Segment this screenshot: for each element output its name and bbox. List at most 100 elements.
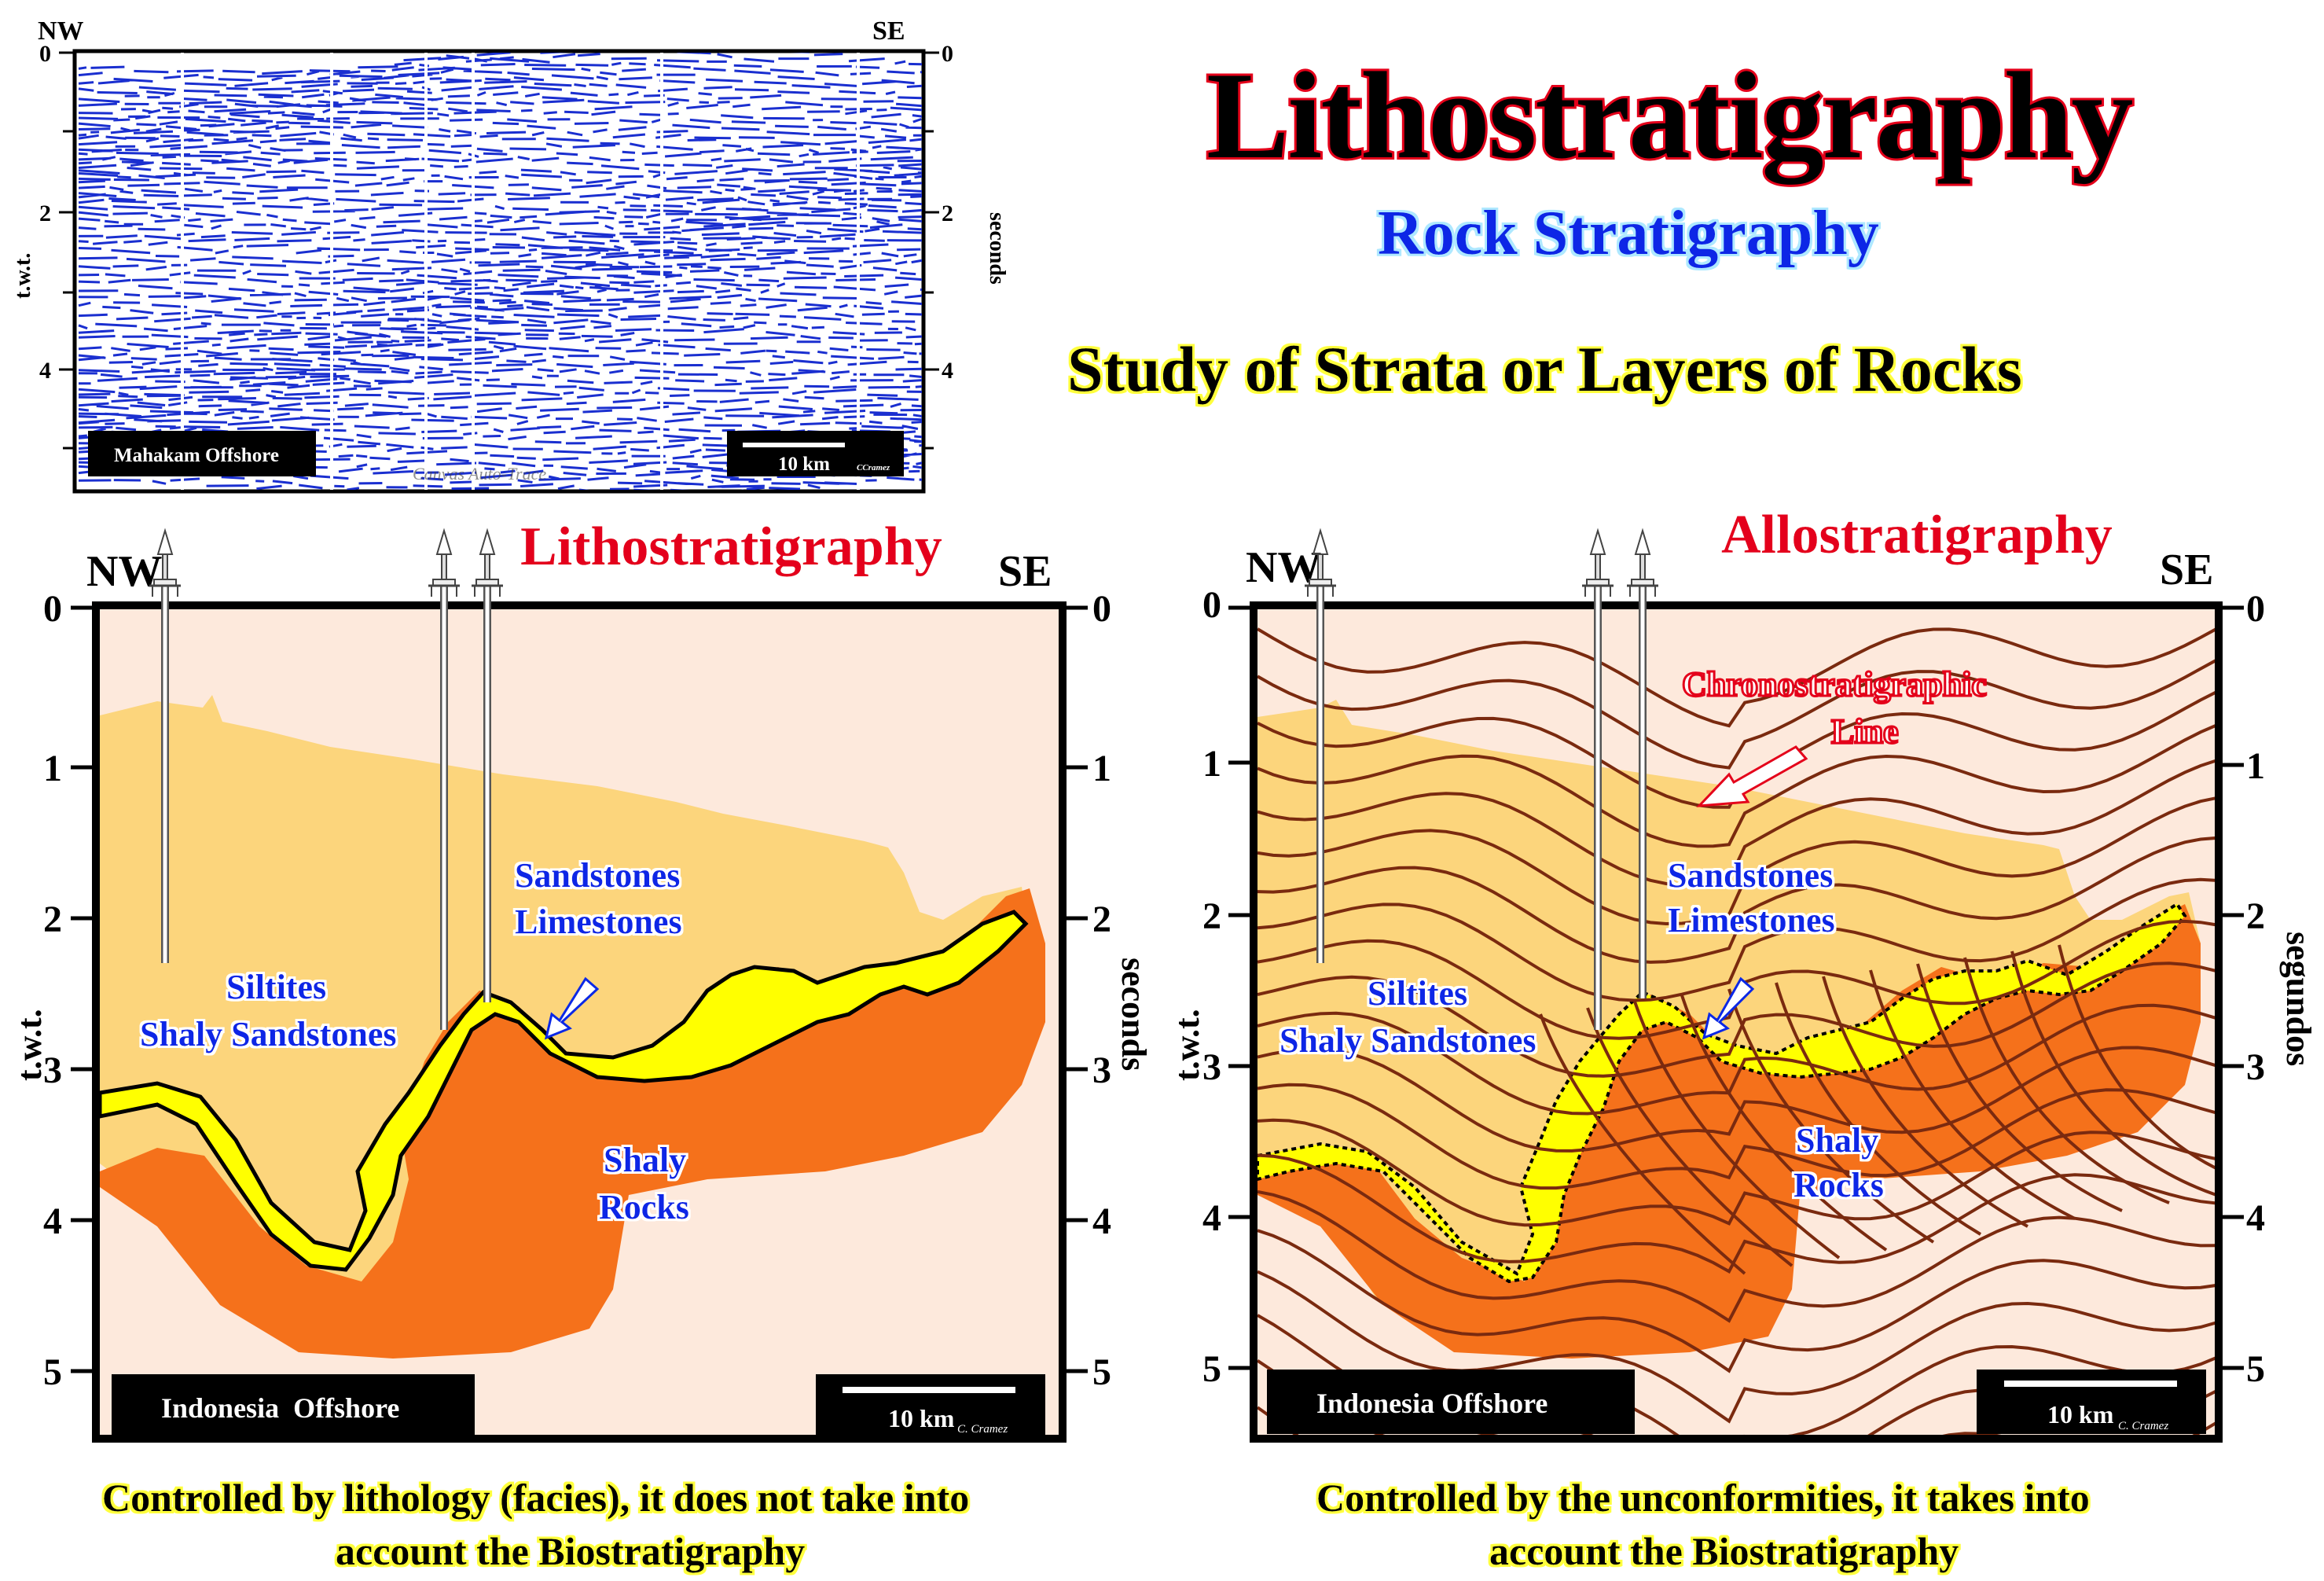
right-rtick-1: 1 [2246,745,2265,787]
right-caption-line-1: Controlled by the unconformities, it tak… [1316,1476,2090,1520]
seismic-trace-gap [660,53,663,490]
right-panel-title: Allostratigraphy [1721,505,2113,565]
left-location-box [112,1374,475,1439]
seismic-y-label-right: seconds [985,212,1009,285]
right-limestone-band [1256,902,2187,1284]
seismic-right-tick-0: 0 [942,41,953,67]
seismic-nw-label: NW [38,17,84,46]
clinoform-line [1869,969,2076,1220]
clinoform-line [1633,1001,1841,1259]
seismic-trace-gap [181,53,184,490]
left-tick-1: 1 [43,748,62,789]
chrono-line [1257,1118,2215,1227]
chrono-line [1257,1083,2215,1190]
left-scale-box [816,1374,1045,1439]
left-label-shaly: Shaly [604,1141,686,1179]
right-rtick-0: 0 [2246,588,2265,630]
right-rtick-2: 2 [2246,895,2265,937]
chrono-pointer-arrow [1696,745,1808,807]
clinoform-line [1539,1013,1746,1275]
clinoform-line [1680,995,1888,1252]
left-rtick-0: 0 [1092,588,1111,630]
right-y-label-right: segundos [2279,932,2318,1066]
seismic-se-label: SE [872,17,905,46]
main-title: Lithostratigraphy [1206,47,2132,185]
lithostratigraphy-panel: Lithostratigraphy NW SE Sandstones Limes… [10,517,1153,1573]
subtitle: Rock Stratigraphy [1378,199,1879,268]
right-rig-icon-2 [1581,529,1615,598]
chrono-line [1257,1189,2215,1323]
seismic-scale-label: 10 km [778,454,830,475]
left-limestone-band [97,910,1029,1272]
left-label-siltites: Siltites [226,968,326,1006]
chrono-line [1257,836,2215,964]
chrono-label-line-2: Line [1831,712,1899,751]
right-credit: C. Cramez [2118,1420,2168,1432]
chrono-line [1257,627,2215,728]
allostratigraphy-panel: Allostratigraphy NW SE Chronostratigraph… [1168,505,2318,1573]
chrono-line [1257,1003,2215,1116]
right-label-limestones: Limestones [1668,901,1835,939]
seismic-watermark: Canvas Auto-Trace [413,464,546,483]
clinoform-line [2010,950,2215,1197]
left-caption-line-1: Controlled by lithology (facies), it doe… [102,1476,969,1520]
left-rtick-5: 5 [1092,1351,1111,1393]
left-tick-5: 5 [43,1351,62,1393]
right-label-shaly-sandstones: Shaly Sandstones [1279,1021,1536,1060]
right-label-rocks: Rocks [1793,1166,1884,1204]
seismic-y-label-left: t.w.t. [11,253,35,299]
right-label-shaly: Shaly [1796,1121,1878,1160]
seismic-traces [78,53,922,490]
right-tick-4: 4 [1202,1197,1221,1239]
right-scale-box [1977,1370,2206,1434]
left-panel-title: Lithostratigraphy [520,517,942,577]
seismic-right-tick-4: 4 [942,358,953,384]
clinoform-line [2058,944,2215,1170]
chrono-line [1257,1270,2215,1424]
left-label-limestones: Limestones [515,903,682,941]
definition-heading: Study of Strata or Layers of Rocks [1067,333,2022,405]
left-tick-4: 4 [43,1200,62,1242]
left-pointer-arrow [544,976,600,1040]
right-tick-2: 2 [1202,895,1221,937]
seismic-left-tick-0: 0 [39,41,51,67]
right-label-siltites: Siltites [1368,974,1467,1013]
left-y-label-right: seconds [1114,958,1153,1071]
left-nw-label: NW [86,547,162,596]
right-pointer-arrow [1702,976,1755,1040]
right-location-box [1267,1370,1635,1434]
chrono-line [1257,796,2215,926]
left-label-rocks: Rocks [599,1188,689,1226]
clinoform-line [1916,963,2123,1212]
chrono-line [1257,724,2215,848]
seismic-trace-gap [424,53,428,490]
seismic-left-tick-2: 2 [39,200,51,226]
left-tick-0: 0 [43,588,62,630]
chrono-line [1257,1229,2215,1373]
left-scale-label: 10 km [888,1404,955,1432]
chrono-line [1257,759,2215,887]
clinoform-line [1963,957,2170,1204]
left-label-sandstones: Sandstones [515,856,680,895]
left-se-label: SE [998,547,1052,596]
left-rtick-4: 4 [1092,1200,1111,1242]
seismic-scale-box [727,431,904,476]
left-location-label: Indonesia Offshore [161,1392,399,1424]
left-tick-3: 3 [43,1050,62,1091]
right-rtick-5: 5 [2246,1348,2265,1390]
chrono-line [1257,1153,2215,1274]
right-tick-1: 1 [1202,743,1221,785]
right-tick-3: 3 [1202,1046,1221,1088]
right-tick-0: 0 [1202,584,1221,626]
seismic-trace-gap [857,53,860,490]
left-rtick-2: 2 [1092,899,1111,940]
left-rtick-3: 3 [1092,1050,1111,1091]
seismic-credit: CCramez [857,463,890,472]
seismic-right-tick-2: 2 [942,200,953,226]
left-tick-2: 2 [43,899,62,940]
seismic-left-tick-4: 4 [39,358,51,384]
left-caption-line-2: account the Biostratigraphy [336,1529,805,1573]
right-se-label: SE [2160,546,2214,594]
seismic-trace-gap [472,53,475,490]
seismic-location-label: Mahakam Offshore [114,445,279,466]
